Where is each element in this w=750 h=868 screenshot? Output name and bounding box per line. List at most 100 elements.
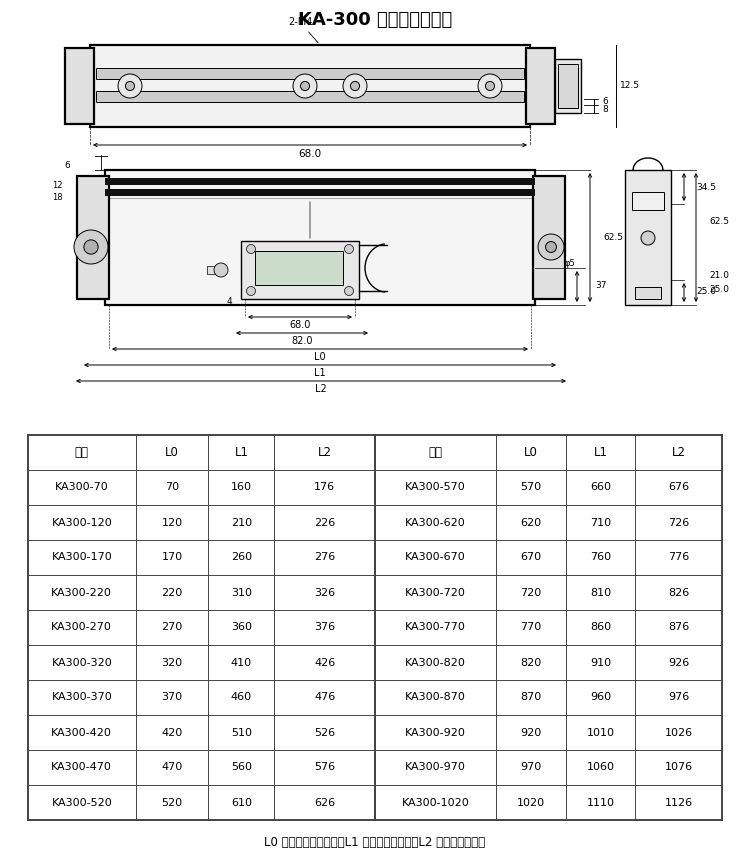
- Text: 720: 720: [520, 588, 542, 597]
- Text: 68.0: 68.0: [290, 320, 310, 330]
- Bar: [533, 176, 565, 299]
- Text: 876: 876: [668, 622, 689, 633]
- Text: KA300-120: KA300-120: [52, 517, 112, 528]
- Text: KA300-320: KA300-320: [52, 657, 112, 667]
- Text: 826: 826: [668, 588, 689, 597]
- Text: 426: 426: [314, 657, 335, 667]
- Circle shape: [478, 74, 502, 98]
- Circle shape: [118, 74, 142, 98]
- Circle shape: [214, 263, 228, 277]
- Text: KA300-520: KA300-520: [52, 798, 112, 807]
- Text: L1: L1: [235, 446, 248, 459]
- Text: L0 为尺有效计量长度；L1 为尺安装孔尺寸；L2 为尺外形尺寸。: L0 为尺有效计量长度；L1 为尺安装孔尺寸；L2 为尺外形尺寸。: [265, 836, 485, 849]
- Bar: [96, 91, 524, 102]
- Text: 176: 176: [314, 483, 335, 492]
- Text: 62.5: 62.5: [603, 233, 623, 241]
- Text: KA300-570: KA300-570: [405, 483, 466, 492]
- Text: 型号: 型号: [75, 446, 88, 459]
- Circle shape: [641, 231, 655, 245]
- Circle shape: [247, 245, 256, 253]
- Text: 460: 460: [231, 693, 252, 702]
- Text: 120: 120: [161, 517, 182, 528]
- Text: 526: 526: [314, 727, 335, 738]
- Text: 34.5: 34.5: [696, 182, 716, 192]
- Circle shape: [125, 82, 134, 90]
- Text: L2: L2: [315, 384, 327, 394]
- Text: L2: L2: [672, 446, 686, 459]
- Text: φ5: φ5: [564, 259, 575, 267]
- Text: 576: 576: [314, 762, 335, 773]
- Text: 810: 810: [590, 588, 611, 597]
- Circle shape: [344, 245, 353, 253]
- Text: KA300-920: KA300-920: [405, 727, 466, 738]
- Text: 1020: 1020: [517, 798, 545, 807]
- Text: KA-300 光栅尺外形尺寸: KA-300 光栅尺外形尺寸: [298, 11, 452, 29]
- Bar: [625, 170, 671, 305]
- Bar: [255, 251, 343, 285]
- Text: 776: 776: [668, 553, 689, 562]
- Text: 70: 70: [165, 483, 179, 492]
- Text: 320: 320: [161, 657, 182, 667]
- Circle shape: [343, 74, 367, 98]
- Text: 326: 326: [314, 588, 335, 597]
- Text: L0: L0: [524, 446, 538, 459]
- Bar: [526, 48, 555, 124]
- Circle shape: [538, 234, 564, 260]
- Text: 25.0: 25.0: [709, 285, 729, 293]
- Text: KA300-720: KA300-720: [405, 588, 466, 597]
- Text: 226: 226: [314, 517, 335, 528]
- Bar: [77, 176, 109, 299]
- Text: 520: 520: [161, 798, 182, 807]
- Bar: [632, 192, 664, 210]
- Circle shape: [301, 82, 310, 90]
- Text: 360: 360: [231, 622, 252, 633]
- Bar: [105, 170, 535, 305]
- Bar: [635, 287, 661, 299]
- Text: 1026: 1026: [664, 727, 693, 738]
- Text: 676: 676: [668, 483, 689, 492]
- Text: KA300-670: KA300-670: [405, 553, 466, 562]
- Bar: [555, 59, 581, 113]
- Text: 770: 770: [520, 622, 542, 633]
- Text: 760: 760: [590, 553, 611, 562]
- Text: 68.0: 68.0: [298, 149, 322, 159]
- Text: 18: 18: [53, 194, 63, 202]
- Text: KA300-970: KA300-970: [405, 762, 466, 773]
- Text: KA300-370: KA300-370: [52, 693, 112, 702]
- Circle shape: [84, 240, 98, 254]
- Text: 310: 310: [231, 588, 252, 597]
- Text: 710: 710: [590, 517, 611, 528]
- Text: KA300-170: KA300-170: [52, 553, 112, 562]
- Text: 626: 626: [314, 798, 335, 807]
- Text: L1: L1: [593, 446, 608, 459]
- Text: 1076: 1076: [664, 762, 693, 773]
- Text: KA300-220: KA300-220: [51, 588, 112, 597]
- Text: 570: 570: [520, 483, 542, 492]
- Text: KA300-270: KA300-270: [51, 622, 112, 633]
- Text: 510: 510: [231, 727, 252, 738]
- Circle shape: [344, 286, 353, 295]
- Text: KA300-420: KA300-420: [51, 727, 112, 738]
- Text: 960: 960: [590, 693, 611, 702]
- Text: 410: 410: [231, 657, 252, 667]
- Text: 62.5: 62.5: [709, 218, 729, 227]
- Text: 560: 560: [231, 762, 252, 773]
- Text: KA300-1020: KA300-1020: [402, 798, 470, 807]
- Text: 170: 170: [161, 553, 182, 562]
- Text: L2: L2: [318, 446, 332, 459]
- Bar: [105, 178, 535, 185]
- Text: KA300-470: KA300-470: [51, 762, 112, 773]
- Text: 920: 920: [520, 727, 542, 738]
- Text: 610: 610: [231, 798, 252, 807]
- Text: 926: 926: [668, 657, 689, 667]
- Text: 1060: 1060: [586, 762, 614, 773]
- Text: 25.0: 25.0: [696, 287, 716, 297]
- Text: 470: 470: [161, 762, 183, 773]
- Text: 1110: 1110: [586, 798, 614, 807]
- Text: KA300-770: KA300-770: [405, 622, 466, 633]
- Bar: [105, 189, 535, 196]
- Text: 660: 660: [590, 483, 611, 492]
- Text: 476: 476: [314, 693, 335, 702]
- Bar: [65, 48, 94, 124]
- Text: KA300-820: KA300-820: [405, 657, 466, 667]
